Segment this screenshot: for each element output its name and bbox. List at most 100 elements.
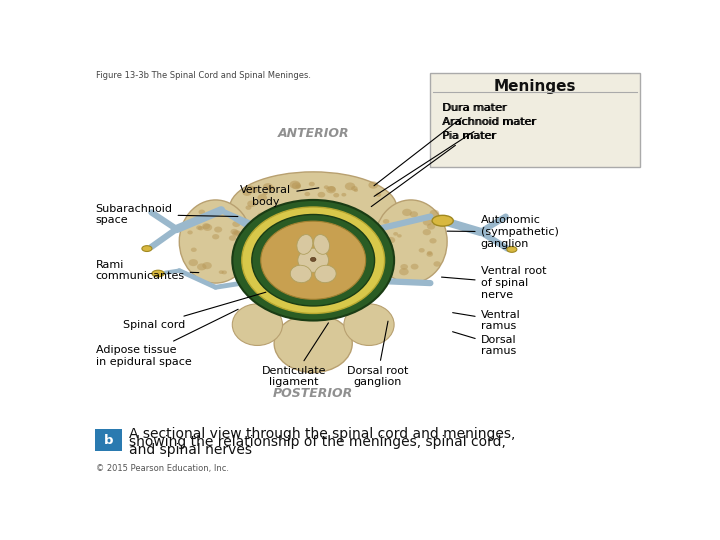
Circle shape	[214, 226, 222, 233]
Circle shape	[219, 270, 224, 274]
Text: b: b	[104, 434, 113, 447]
Circle shape	[199, 210, 205, 214]
Text: Vertebral
body: Vertebral body	[240, 185, 319, 207]
Circle shape	[242, 207, 384, 313]
Text: © 2015 Pearson Education, Inc.: © 2015 Pearson Education, Inc.	[96, 464, 228, 473]
Circle shape	[289, 224, 300, 231]
Text: Dorsal
ramus: Dorsal ramus	[453, 332, 516, 356]
Circle shape	[410, 211, 418, 218]
Circle shape	[355, 215, 361, 219]
Circle shape	[285, 204, 294, 211]
Circle shape	[189, 259, 198, 266]
Circle shape	[339, 212, 348, 218]
Text: ANTERIOR: ANTERIOR	[277, 127, 349, 140]
Text: and spinal nerves: and spinal nerves	[129, 443, 252, 457]
Circle shape	[250, 187, 258, 193]
Circle shape	[261, 216, 269, 221]
Circle shape	[369, 181, 378, 188]
Circle shape	[355, 220, 361, 225]
Circle shape	[191, 247, 197, 252]
Circle shape	[212, 234, 220, 239]
Circle shape	[423, 219, 432, 226]
Circle shape	[263, 191, 268, 195]
Ellipse shape	[432, 215, 454, 226]
Circle shape	[331, 215, 339, 221]
Circle shape	[354, 188, 358, 192]
Circle shape	[328, 205, 333, 208]
Circle shape	[289, 181, 300, 189]
Circle shape	[292, 183, 301, 189]
Circle shape	[267, 215, 275, 221]
Circle shape	[336, 228, 346, 237]
Ellipse shape	[233, 304, 282, 346]
Ellipse shape	[315, 265, 336, 282]
Circle shape	[258, 194, 267, 201]
FancyBboxPatch shape	[431, 73, 639, 167]
Circle shape	[410, 264, 418, 269]
Circle shape	[365, 219, 371, 223]
Circle shape	[269, 228, 276, 233]
Text: showing the relationship of the meninges, spinal cord,: showing the relationship of the meninges…	[129, 435, 506, 449]
Circle shape	[429, 238, 436, 244]
Circle shape	[248, 186, 254, 190]
Circle shape	[314, 220, 325, 228]
Text: Ventral
ramus: Ventral ramus	[453, 310, 521, 332]
Circle shape	[397, 234, 402, 238]
Circle shape	[328, 186, 336, 192]
Text: Ventral root
of spinal
nerve: Ventral root of spinal nerve	[441, 267, 546, 300]
Circle shape	[252, 214, 374, 306]
Text: A sectional view through the spinal cord and meninges,: A sectional view through the spinal cord…	[129, 427, 516, 441]
Circle shape	[326, 186, 336, 193]
Text: Spinal cord: Spinal cord	[124, 292, 266, 330]
Circle shape	[293, 216, 303, 224]
Circle shape	[275, 209, 284, 217]
Circle shape	[247, 200, 256, 207]
Text: Denticulate
ligament: Denticulate ligament	[261, 323, 328, 388]
Circle shape	[324, 224, 329, 227]
Ellipse shape	[152, 270, 164, 277]
Circle shape	[324, 185, 329, 189]
Circle shape	[351, 186, 358, 191]
Circle shape	[282, 225, 292, 232]
Circle shape	[234, 231, 240, 235]
Circle shape	[325, 223, 330, 226]
Circle shape	[423, 229, 431, 235]
Circle shape	[310, 228, 317, 233]
Circle shape	[274, 227, 280, 232]
Ellipse shape	[314, 234, 330, 254]
Circle shape	[400, 264, 408, 269]
Circle shape	[229, 235, 236, 241]
Circle shape	[267, 186, 275, 192]
Circle shape	[232, 254, 240, 260]
Circle shape	[202, 223, 210, 229]
Circle shape	[402, 209, 412, 216]
Circle shape	[203, 224, 212, 231]
Circle shape	[399, 268, 409, 275]
Circle shape	[187, 231, 193, 234]
Circle shape	[423, 215, 430, 220]
Text: Dorsal root
ganglion: Dorsal root ganglion	[347, 321, 408, 388]
Text: Arachnoid mater: Arachnoid mater	[443, 117, 536, 127]
Ellipse shape	[374, 200, 447, 283]
Circle shape	[382, 241, 390, 246]
Circle shape	[426, 252, 433, 257]
Text: Figure 13-3b The Spinal Cord and Spinal Meninges.: Figure 13-3b The Spinal Cord and Spinal …	[96, 71, 310, 80]
FancyBboxPatch shape	[95, 429, 122, 451]
Circle shape	[290, 216, 298, 222]
Circle shape	[309, 182, 315, 186]
Ellipse shape	[344, 304, 394, 346]
Text: Adipose tissue
in epidural space: Adipose tissue in epidural space	[96, 309, 238, 367]
Circle shape	[280, 228, 289, 234]
Ellipse shape	[298, 248, 328, 272]
Circle shape	[427, 251, 433, 255]
Circle shape	[257, 212, 268, 220]
Circle shape	[197, 225, 202, 230]
Circle shape	[263, 183, 273, 191]
Circle shape	[257, 219, 265, 225]
Circle shape	[300, 215, 308, 222]
Text: Subarachnoid
space: Subarachnoid space	[96, 204, 238, 225]
Circle shape	[197, 264, 207, 271]
Text: Arachnoid mater: Arachnoid mater	[374, 117, 535, 197]
Circle shape	[314, 210, 318, 214]
Circle shape	[222, 271, 227, 274]
